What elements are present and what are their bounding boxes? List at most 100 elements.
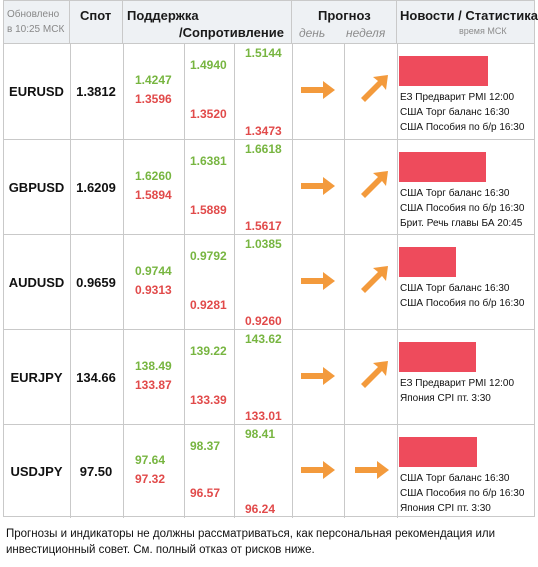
pair-name: EURJPY bbox=[10, 370, 63, 385]
resistance-level-3: 1.3473 bbox=[245, 124, 282, 138]
spot-header: Спот bbox=[80, 8, 112, 23]
news-item: ЕЗ Предварит PMI 12:00 bbox=[400, 92, 515, 103]
updated-label: Обновлено в 10:25 МСК bbox=[7, 9, 65, 35]
resistance-level-2: 0.9281 bbox=[190, 298, 227, 312]
column-divider bbox=[184, 140, 185, 234]
table-row: EURUSD 1.3812 1.4247 1.3596 1.4940 1.3520 1.51… bbox=[4, 44, 534, 140]
support-level-2: 0.9792 bbox=[190, 249, 227, 263]
spot-price: 0.9659 bbox=[76, 275, 116, 290]
resistance-level-3: 133.01 bbox=[245, 409, 282, 423]
pair-name: USDJPY bbox=[10, 464, 63, 479]
news-item: США Пособия по б/р 16:30 bbox=[400, 122, 525, 133]
header-news-cell: Новости / Статистика время МСК bbox=[397, 1, 538, 44]
support-header: Поддержка bbox=[127, 8, 199, 23]
week-header: неделя bbox=[346, 26, 386, 40]
support-level-3: 143.62 bbox=[245, 332, 282, 346]
news-header: Новости / Статистика bbox=[400, 8, 538, 23]
header-levels-cell: Поддержка /Сопротивление bbox=[123, 1, 292, 44]
news-item: США Торг баланс 16:30 bbox=[400, 473, 510, 484]
column-divider bbox=[123, 140, 124, 234]
spot-price: 1.3812 bbox=[76, 84, 116, 99]
news-item: Брит. Речь главы БА 20:45 bbox=[400, 218, 523, 229]
news-impact-bar bbox=[399, 247, 456, 277]
column-divider bbox=[123, 235, 124, 329]
column-divider bbox=[344, 44, 345, 139]
resistance-level-2: 133.39 bbox=[190, 393, 227, 407]
support-level-3: 1.0385 bbox=[245, 237, 282, 251]
column-divider bbox=[123, 44, 124, 139]
support-level-3: 1.6618 bbox=[245, 142, 282, 156]
resistance-level-1: 97.32 bbox=[135, 472, 166, 486]
support-level-2: 98.37 bbox=[190, 439, 221, 453]
resistance-level-1: 1.5894 bbox=[135, 188, 172, 202]
news-item: ЕЗ Предварит PMI 12:00 bbox=[400, 378, 515, 389]
day-forecast-arrow-right-icon bbox=[301, 80, 335, 100]
day-forecast-arrow-right-icon bbox=[301, 271, 335, 291]
support-level-1: 138.49 bbox=[135, 359, 172, 373]
disclaimer-text: Прогнозы и индикаторы не должны рассматр… bbox=[6, 528, 496, 556]
resistance-level-3: 96.24 bbox=[245, 502, 276, 516]
news-impact-bar bbox=[399, 342, 476, 372]
column-divider bbox=[234, 140, 235, 234]
support-level-2: 1.6381 bbox=[190, 154, 227, 168]
news-item: США Пособия по б/р 16:30 bbox=[400, 488, 525, 499]
column-divider bbox=[70, 235, 71, 329]
spot-price: 97.50 bbox=[79, 464, 113, 479]
news-item: Япония CPI пт. 3:30 bbox=[400, 393, 491, 404]
column-divider bbox=[70, 140, 71, 234]
column-divider bbox=[397, 330, 398, 424]
news-item: США Торг баланс 16:30 bbox=[400, 107, 510, 118]
week-forecast-arrow-up-right-icon bbox=[359, 360, 393, 388]
column-divider bbox=[292, 235, 293, 329]
column-divider bbox=[344, 425, 345, 518]
column-divider bbox=[234, 330, 235, 424]
support-level-1: 97.64 bbox=[135, 453, 166, 467]
table-row: USDJPY 97.50 97.64 97.32 98.37 96.57 98.41 96.2… bbox=[4, 425, 534, 518]
resistance-level-2: 1.5889 bbox=[190, 203, 227, 217]
pair-name: GBPUSD bbox=[8, 180, 65, 195]
column-divider bbox=[292, 44, 293, 139]
resistance-level-3: 1.5617 bbox=[245, 219, 282, 233]
forecast-table: Обновлено в 10:25 МСК Спот Поддержка /Со… bbox=[3, 0, 538, 518]
pair-name: AUDUSD bbox=[8, 275, 65, 290]
column-divider bbox=[292, 330, 293, 424]
column-divider bbox=[234, 425, 235, 518]
news-item: США Торг баланс 16:30 bbox=[400, 283, 510, 294]
column-divider bbox=[397, 44, 398, 139]
resistance-level-3: 0.9260 bbox=[245, 314, 282, 328]
news-impact-bar bbox=[399, 152, 486, 182]
column-divider bbox=[344, 235, 345, 329]
resistance-level-1: 0.9313 bbox=[135, 283, 172, 297]
column-divider bbox=[344, 330, 345, 424]
column-divider bbox=[234, 235, 235, 329]
column-divider bbox=[184, 235, 185, 329]
news-item: США Торг баланс 16:30 bbox=[400, 188, 510, 199]
week-forecast-arrow-up-right-icon bbox=[359, 265, 393, 293]
news-impact-bar bbox=[399, 437, 477, 467]
news-item: США Пособия по б/р 16:30 bbox=[400, 298, 525, 309]
column-divider bbox=[292, 425, 293, 518]
support-level-1: 1.6260 bbox=[135, 169, 172, 183]
resistance-level-2: 1.3520 bbox=[190, 107, 227, 121]
resistance-level-1: 1.3596 bbox=[135, 92, 172, 106]
header-forecast-cell: Прогноз день неделя bbox=[292, 1, 397, 44]
column-divider bbox=[184, 330, 185, 424]
table-row: EURJPY 134.66 138.49 133.87 139.22 133.39 143.… bbox=[4, 330, 534, 425]
support-level-2: 1.4940 bbox=[190, 58, 227, 72]
support-level-2: 139.22 bbox=[190, 344, 227, 358]
day-forecast-arrow-right-icon bbox=[301, 366, 335, 386]
table-row: GBPUSD 1.6209 1.6260 1.5894 1.6381 1.5889 1.66… bbox=[4, 140, 534, 235]
resistance-header: /Сопротивление bbox=[179, 25, 284, 40]
column-divider bbox=[397, 425, 398, 518]
header-spot-cell: Спот bbox=[70, 1, 123, 44]
column-divider bbox=[70, 330, 71, 424]
spot-price: 134.66 bbox=[76, 370, 116, 385]
column-divider bbox=[184, 425, 185, 518]
resistance-level-2: 96.57 bbox=[190, 486, 221, 500]
week-forecast-arrow-right-icon bbox=[355, 460, 389, 480]
table-row: AUDUSD 0.9659 0.9744 0.9313 0.9792 0.9281 1.03… bbox=[4, 235, 534, 330]
resistance-level-1: 133.87 bbox=[135, 378, 172, 392]
forecast-header: Прогноз bbox=[318, 8, 371, 23]
time-header: время МСК bbox=[459, 26, 507, 36]
header-updated-cell: Обновлено в 10:25 МСК bbox=[4, 1, 70, 44]
